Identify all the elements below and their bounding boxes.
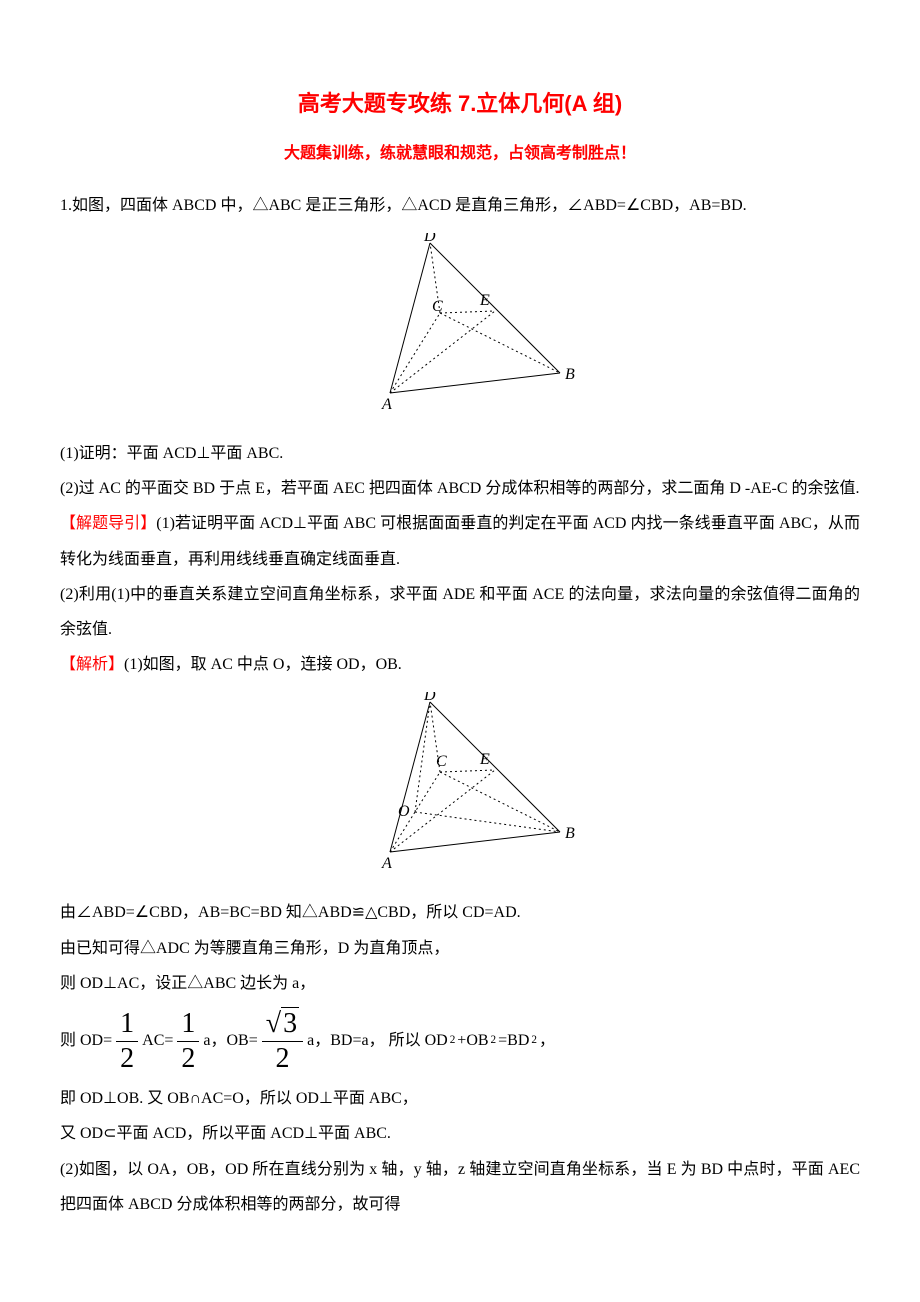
solution-1-text: (1)如图，取 AC 中点 O，连接 OD，OB. (124, 656, 402, 673)
edge-ob (415, 812, 560, 832)
step-7: 由已知可得△ADC 为等腰直角三角形，D 为直角顶点， (60, 931, 860, 966)
label-b-2: B (565, 825, 575, 842)
label-e-2: E (479, 751, 490, 768)
label-d-2: D (423, 692, 436, 704)
problem-intro: 1.如图，四面体 ABCD 中，△ABC 是正三角形，△ACD 是直角三角形，∠… (60, 188, 860, 223)
edge-ab-2 (390, 832, 560, 852)
math-comma: ， (539, 1030, 555, 1052)
hint-2: (2)利用(1)中的垂直关系建立空间直角坐标系，求平面 ADE 和平面 ACE … (60, 577, 860, 647)
label-b: B (565, 366, 575, 383)
page-subtitle: 大题集训练，练就慧眼和规范，占领高考制胜点！ (60, 136, 860, 171)
math-mid1: AC= (142, 1030, 173, 1052)
edge-db (430, 243, 560, 373)
edge-cb (440, 313, 560, 373)
edge-ce-2 (440, 770, 495, 772)
step-11: (2)如图，以 OA，OB，OD 所在直线分别为 x 轴，y 轴，z 轴建立空间… (60, 1152, 860, 1222)
edge-db-2 (430, 702, 560, 832)
label-o: O (398, 803, 410, 820)
edge-ac (390, 313, 440, 393)
math-mid2: a，OB= (203, 1030, 257, 1052)
step-10: 又 OD⊂平面 ACD，所以平面 ACD⊥平面 ABC. (60, 1116, 860, 1151)
question-1: (1)证明：平面 ACD⊥平面 ABC. (60, 436, 860, 471)
label-e: E (479, 292, 490, 309)
label-d: D (423, 233, 436, 245)
hint-label: 【解题导引】 (60, 515, 156, 532)
frac-1-num: 1 (116, 1007, 138, 1042)
diagram-2: A B C D E O (60, 692, 860, 885)
math-plus: +OB (457, 1030, 488, 1052)
sup-2: 2 (491, 1033, 497, 1049)
sup-3: 2 (531, 1033, 537, 1049)
label-a: A (381, 396, 392, 413)
label-a-2: A (381, 855, 392, 872)
step-6: 由∠ABD=∠CBD，AB=BC=BD 知△ABD≌△CBD，所以 CD=AD. (60, 895, 860, 930)
edge-ab (390, 373, 560, 393)
page-title: 高考大题专攻练 7.立体几何(A 组) (60, 80, 860, 128)
edge-ce (440, 311, 495, 313)
math-pre: 则 OD= (60, 1030, 112, 1052)
frac-2-num: 1 (177, 1007, 199, 1042)
math-eq: =BD (498, 1030, 529, 1052)
label-c-2: C (436, 753, 447, 770)
edge-ad (390, 243, 430, 393)
sup-1: 2 (450, 1033, 456, 1049)
edge-od (415, 702, 430, 812)
edge-cb-2 (440, 772, 560, 832)
step-9: 即 OD⊥OB. 又 OB∩AC=O，所以 OD⊥平面 ABC， (60, 1081, 860, 1116)
frac-3-num: 3 (262, 1007, 303, 1042)
solution-intro: 【解析】(1)如图，取 AC 中点 O，连接 OD，OB. (60, 647, 860, 682)
frac-2: 1 2 (177, 1007, 199, 1075)
edge-ad-2 (390, 702, 430, 852)
diagram-1: A B C D E (60, 233, 860, 426)
solution-label: 【解析】 (60, 656, 124, 673)
hint-1-text: (1)若证明平面 ACD⊥平面 ABC 可根据面面垂直的判定在平面 ACD 内找… (60, 515, 860, 567)
edge-ae (390, 311, 495, 393)
frac-1-den: 2 (116, 1042, 138, 1076)
frac-1: 1 2 (116, 1007, 138, 1075)
math-line: 则 OD= 1 2 AC= 1 2 a，OB= 3 2 a，BD=a， 所以 O… (60, 1007, 860, 1075)
frac-3-den: 2 (262, 1042, 303, 1076)
step-8: 则 OD⊥AC，设正△ABC 边长为 a， (60, 966, 860, 1001)
hint-1: 【解题导引】(1)若证明平面 ACD⊥平面 ABC 可根据面面垂直的判定在平面 … (60, 506, 860, 576)
frac-2-den: 2 (177, 1042, 199, 1076)
math-mid3: a，BD=a， 所以 OD (307, 1030, 448, 1052)
question-2: (2)过 AC 的平面交 BD 于点 E，若平面 AEC 把四面体 ABCD 分… (60, 471, 860, 506)
frac-3: 3 2 (262, 1007, 303, 1075)
label-c: C (432, 298, 443, 315)
